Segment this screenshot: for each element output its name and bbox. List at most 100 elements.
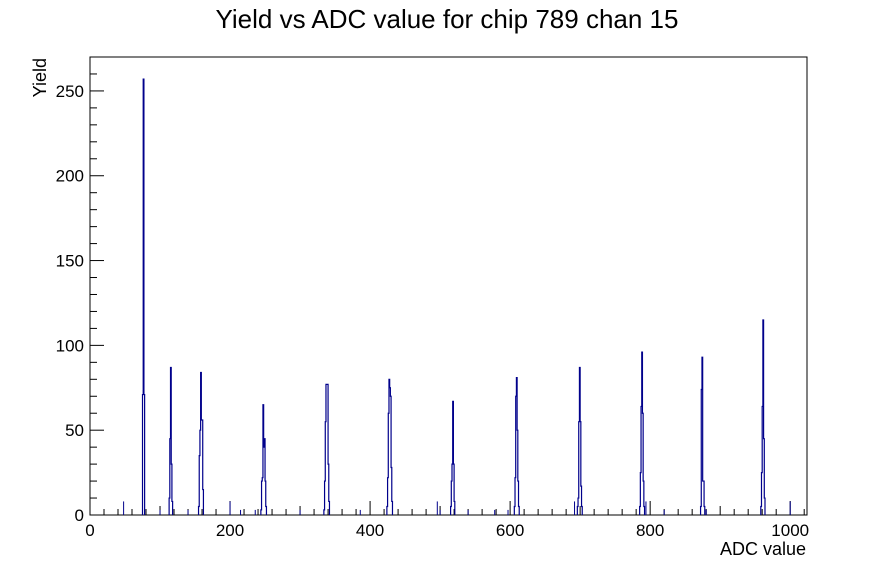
y-tick-label: 200 (56, 167, 84, 186)
histogram-peak (450, 400, 456, 515)
histogram-bin (325, 481, 326, 515)
histogram-bin (264, 439, 265, 515)
histogram-bin (763, 320, 764, 515)
histogram-bin (391, 468, 392, 515)
histogram-peak (513, 377, 520, 515)
histogram-bin (701, 389, 702, 515)
histogram-bin (454, 501, 455, 515)
histogram-bin (764, 498, 765, 515)
histogram-bin (582, 507, 583, 515)
histogram-bin (327, 384, 328, 515)
histogram-bin (581, 486, 582, 515)
y-axis-label: Yield (30, 58, 50, 97)
histogram-bin (702, 357, 703, 515)
histogram-bin (201, 373, 202, 515)
plot-frame (89, 56, 808, 516)
histogram-peak (639, 351, 646, 515)
histogram-bin (643, 481, 644, 515)
y-tick-label: 250 (56, 82, 84, 101)
x-axis-label: ADC value (720, 539, 806, 559)
histogram-peak (141, 78, 146, 515)
histogram-peak (699, 356, 706, 515)
histogram-bin (389, 379, 390, 515)
histogram-bin (264, 447, 265, 515)
histogram-bin (143, 395, 144, 515)
histogram-bin (579, 367, 580, 515)
histogram-peak (168, 366, 174, 515)
histogram-bin (704, 507, 705, 515)
histogram-bin (143, 79, 144, 515)
histogram-bin (516, 396, 517, 515)
histogram-bin (642, 352, 643, 515)
histogram-bin (761, 473, 762, 515)
histogram-bin (388, 478, 389, 515)
histogram-peak (323, 383, 331, 515)
histogram-bin (263, 405, 264, 515)
histogram-bin (519, 507, 520, 515)
chart-title: Yield vs ADC value for chip 789 chan 15 (216, 4, 679, 34)
histogram-peak (576, 366, 583, 515)
histogram-bin (703, 481, 704, 515)
histogram-peak (260, 404, 268, 515)
histogram-bin (171, 367, 172, 515)
histogram-bin (580, 422, 581, 515)
histogram-bin (329, 501, 330, 515)
histogram-bin (262, 478, 263, 515)
histogram-bin (641, 406, 642, 515)
x-tick-label: 600 (496, 521, 524, 540)
histogram-bin (392, 501, 393, 515)
y-tick-label: 150 (56, 252, 84, 271)
histogram-bin (579, 422, 580, 515)
x-tick-label: 800 (636, 521, 664, 540)
y-tick-label: 50 (65, 421, 84, 440)
histogram-bin (387, 507, 388, 515)
histogram-bin (578, 498, 579, 515)
histogram-bin (640, 473, 641, 515)
histogram-bin (388, 413, 389, 515)
histogram-bin (199, 456, 200, 515)
y-tick-label: 100 (56, 336, 84, 355)
histogram-bin (266, 507, 267, 515)
histogram-bin (642, 413, 643, 515)
histogram-bin (453, 401, 454, 515)
histogram-bin (171, 464, 172, 515)
histogram-bin (201, 420, 202, 515)
histogram-bin (390, 396, 391, 515)
histogram-bin (452, 464, 453, 515)
histogram-bin (516, 378, 517, 515)
histogram-bin (701, 507, 702, 515)
histogram-bin (328, 464, 329, 515)
y-tick-label: 0 (75, 506, 84, 525)
histogram-bin (170, 439, 171, 515)
x-tick-label: 0 (85, 521, 94, 540)
histogram-peak (760, 319, 766, 515)
histogram-bin (517, 430, 518, 515)
histogram-bin (261, 510, 262, 515)
histogram-peak (386, 378, 394, 515)
histogram-bin (169, 498, 170, 515)
histogram-bin (515, 478, 516, 515)
histogram-bin (451, 507, 452, 515)
histogram-bars (123, 78, 791, 515)
histogram-bin (514, 507, 515, 515)
histogram-bin (453, 464, 454, 515)
x-tick-label: 400 (356, 521, 384, 540)
histogram-bin (390, 388, 391, 515)
histogram-bin (203, 490, 204, 515)
axis-ticks: 0 200 400 600 800 1000 0 50 100 150 200 250 (56, 56, 809, 540)
histogram-bin (325, 422, 326, 515)
histogram-bin (644, 507, 645, 515)
histogram-bin (577, 507, 578, 515)
histogram-peak (197, 371, 205, 515)
histogram-bin (327, 384, 328, 515)
x-tick-label: 200 (216, 521, 244, 540)
histogram-bin (762, 406, 763, 515)
histogram-bin (761, 507, 762, 515)
histogram-bin (640, 507, 641, 515)
histogram-bin (199, 507, 200, 515)
histogram-bin (172, 501, 173, 515)
histogram-bin (764, 439, 765, 515)
histogram-bin (451, 481, 452, 515)
